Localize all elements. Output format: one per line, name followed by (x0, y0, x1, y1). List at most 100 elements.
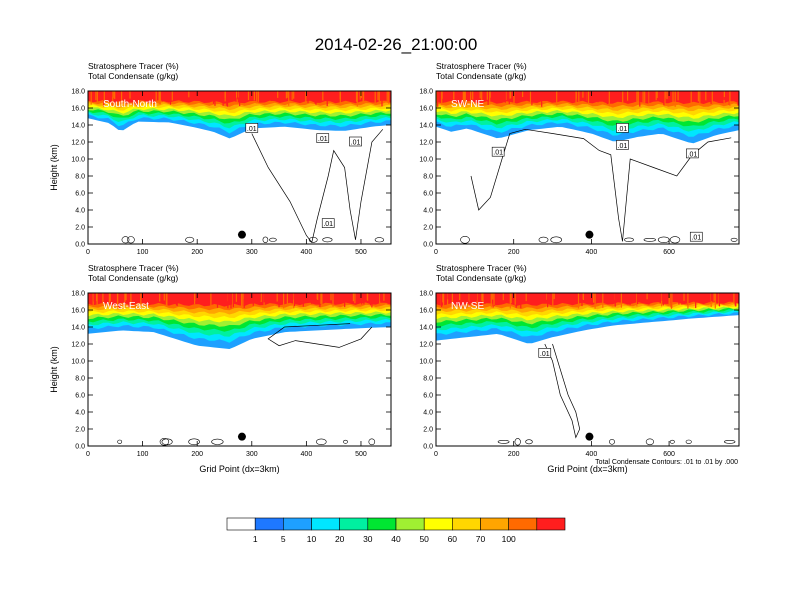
x-tick-label: 500 (355, 451, 367, 458)
y-tick-label: 16.0 (419, 308, 433, 315)
tracer-streak (481, 91, 483, 101)
tracer-streak (679, 293, 681, 303)
tracer-streak (475, 91, 477, 101)
tracer-streak (664, 91, 666, 107)
condensate-blob (374, 237, 385, 243)
panel-west-east: West-East Stratosphere Tracer (%)Total Co… (49, 263, 392, 474)
tracer-streak (663, 91, 665, 106)
plot-frame (435, 292, 740, 447)
tracer-streak (487, 91, 489, 105)
tracer-streak (552, 293, 554, 307)
tracer-streak (641, 293, 643, 302)
y-tick-label: 2.0 (423, 225, 433, 232)
tracer-streak (113, 91, 115, 98)
condensate-contour (267, 323, 373, 348)
tracer-streak (126, 91, 128, 105)
tracer-streak (288, 91, 290, 106)
tracer-streak (330, 293, 332, 301)
tracer-streak (292, 293, 294, 300)
tracer-streak (297, 293, 299, 301)
tracer-streak (326, 293, 328, 302)
tracer-streak (486, 91, 488, 100)
tracer-streak (161, 91, 164, 102)
tracer-streak (482, 293, 484, 308)
tracer-streak (212, 91, 215, 104)
condensate-blob (643, 238, 656, 242)
tracer-streak (476, 293, 478, 301)
y-tick-label: 14.0 (419, 123, 433, 130)
condensate-blob (685, 439, 692, 444)
tracer-streak (480, 293, 482, 305)
tracer-streak (96, 293, 98, 306)
y-tick-label: 0.0 (423, 242, 433, 249)
condensate-blob (127, 236, 135, 244)
tracer-streak (180, 91, 182, 98)
tracer-streak (493, 293, 495, 306)
tracer-streak (716, 293, 718, 305)
tracer-streak (252, 293, 254, 306)
tracer-streak (502, 293, 504, 301)
tracer-streak (582, 293, 584, 300)
tracer-streak (377, 91, 379, 101)
condensate-blob (514, 438, 521, 446)
contour-label-box (538, 348, 552, 358)
y-axis-label: Height (km) (49, 144, 59, 191)
tracer-streak (718, 293, 721, 307)
tracer-streak (674, 91, 676, 107)
tracer-streak (582, 293, 584, 300)
y-tick-label: 6.0 (423, 393, 433, 400)
tracer-streak (593, 293, 595, 303)
condensate-blob (368, 438, 376, 446)
y-tick-label: 2.0 (75, 427, 85, 434)
tracer-streak (285, 91, 287, 99)
panel-title-line: Stratosphere Tracer (%) (436, 263, 527, 273)
tracer-streak (469, 293, 472, 303)
tracer-streak (639, 91, 641, 101)
tracer-streak (479, 91, 481, 99)
tracer-streak (632, 293, 635, 302)
tracer-streak (662, 293, 664, 306)
main-title: 2014-02-26_21:00:00 (315, 35, 478, 54)
tracer-streak (278, 293, 280, 308)
y-tick-label: 10.0 (71, 359, 85, 366)
colorbar-label: 30 (363, 534, 373, 544)
tracer-streak (90, 91, 92, 105)
x-tick-label: 100 (137, 249, 149, 256)
tracer-streak (713, 293, 715, 301)
tracer-streak (655, 91, 657, 101)
tracer-streak (247, 91, 250, 101)
tracer-streak (121, 91, 123, 102)
y-tick-label: 4.0 (423, 208, 433, 215)
x-tick-label: 300 (246, 249, 258, 256)
x-tick-label: 600 (663, 451, 675, 458)
tracer-streak (196, 293, 198, 303)
tracer-streak (636, 293, 638, 307)
y-tick-label: 2.0 (75, 225, 85, 232)
tracer-streak (681, 293, 683, 305)
tracer-streak (259, 293, 261, 301)
tracer-streak (371, 293, 373, 308)
contour-label: .01 (688, 151, 698, 158)
tracer-streak (116, 293, 119, 307)
colorbar-label: 40 (391, 534, 401, 544)
y-tick-label: 8.0 (75, 376, 85, 383)
tracer-streak (636, 91, 638, 102)
condensate-blob (308, 236, 318, 243)
y-tick-label: 6.0 (75, 191, 85, 198)
colorbar-label: 5 (281, 534, 286, 544)
tracer-streak (311, 293, 313, 304)
tracer-streak (226, 91, 229, 107)
contour-label: .01 (493, 150, 503, 157)
tracer-streak (222, 91, 224, 106)
contour-label-box (321, 218, 335, 228)
tracer-streak (504, 91, 506, 103)
tracer-streak (227, 293, 229, 309)
tracer-streak (163, 91, 166, 101)
y-tick-label: 18.0 (71, 291, 85, 298)
colorbar-swatch (423, 517, 453, 531)
panel-title-line: Total Condensate (g/kg) (88, 71, 178, 81)
tracer-streak (578, 91, 580, 102)
tracer-streak (291, 91, 293, 100)
panel-label: NW-SE (451, 301, 484, 312)
y-tick-label: 14.0 (71, 325, 85, 332)
